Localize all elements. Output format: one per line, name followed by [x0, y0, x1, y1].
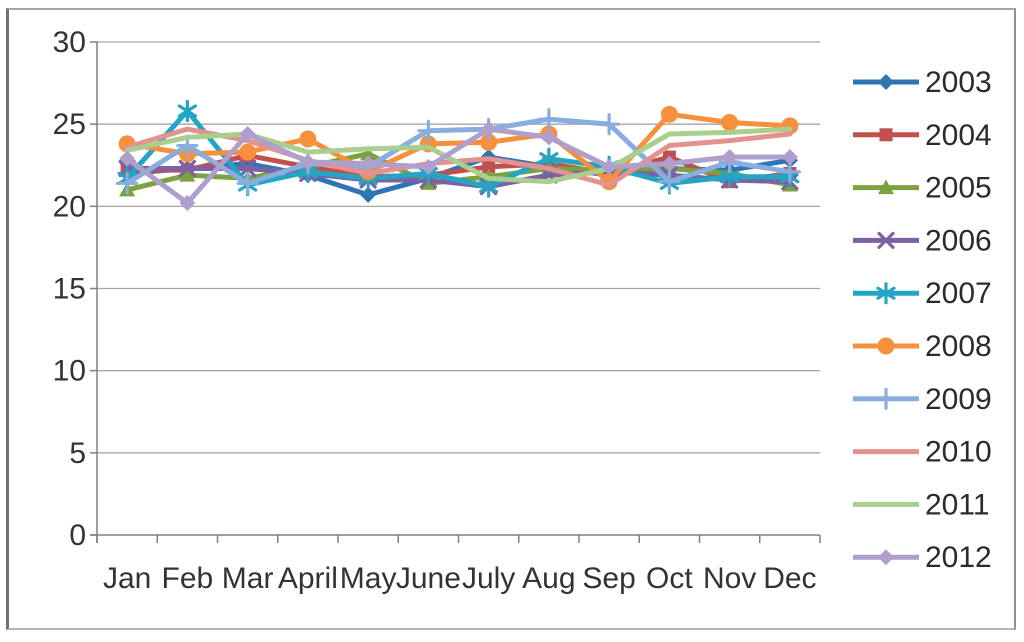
y-tick-label: 15 [53, 273, 86, 306]
x-tick-label-sep: Sep [582, 562, 635, 595]
legend-item-2006: 2006 [925, 224, 992, 257]
series-marker-2007 [720, 170, 740, 184]
series-marker-2012 [299, 153, 316, 170]
series-marker-2007 [479, 180, 499, 194]
legend-marker-2003 [878, 74, 894, 90]
x-tick-label-june: June [396, 562, 461, 595]
series-marker-2008 [660, 105, 678, 123]
legend-item-2010: 2010 [925, 436, 992, 469]
x-tick-label-mar: Mar [222, 562, 274, 595]
legend-item-2012: 2012 [925, 541, 992, 574]
y-tick-label: 10 [53, 355, 86, 388]
legend-item-2005: 2005 [925, 172, 992, 205]
legend-marker-2006 [877, 231, 895, 249]
y-tick-label: 25 [53, 108, 86, 141]
series-line-2011 [124, 126, 793, 185]
legend-item-2008: 2008 [925, 330, 992, 363]
series-line-2009 [124, 116, 793, 186]
legend-item-2003: 2003 [925, 66, 992, 99]
x-tick-label-may: May [340, 562, 397, 595]
legend-marker-2007 [876, 286, 896, 300]
series-marker-2012 [721, 149, 738, 166]
series-marker-2004 [482, 160, 496, 174]
series-marker-2003 [360, 186, 377, 203]
legend-marker-2004 [879, 128, 893, 142]
legend-item-2007: 2007 [925, 277, 992, 310]
series-marker-2007 [177, 104, 197, 118]
legend-marker-2005 [878, 179, 894, 195]
series-marker-2012 [420, 158, 437, 175]
series-marker-2008 [480, 133, 498, 151]
x-tick-label-dec: Dec [763, 562, 816, 595]
legend-item-2009: 2009 [925, 383, 992, 416]
series-marker-2008 [299, 130, 317, 148]
chart-border [6, 8, 1016, 630]
series-marker-2012 [540, 129, 557, 146]
series-marker-2006 [178, 159, 196, 178]
x-tick-label-nov: Nov [703, 562, 756, 595]
legend-item-2011: 2011 [925, 488, 990, 521]
series-line-2012 [124, 126, 793, 206]
legend-marker-2008 [877, 337, 895, 355]
legend-item-2004: 2004 [925, 119, 992, 152]
series-marker-2012 [480, 121, 497, 138]
series-marker-2012 [781, 149, 798, 166]
x-tick-label-oct: Oct [646, 562, 693, 595]
series-marker-2005 [360, 145, 377, 161]
series-marker-2008 [721, 114, 739, 132]
series-marker-2012 [239, 126, 256, 143]
series-marker-2012 [601, 158, 618, 175]
series-marker-2012 [179, 195, 196, 212]
series-marker-2006 [239, 159, 257, 178]
x-tick-label-aug: Aug [522, 562, 575, 595]
y-tick-label: 0 [69, 519, 86, 552]
legend-marker-2012 [878, 549, 894, 566]
series-marker-2005 [179, 167, 196, 182]
series-marker-2012 [360, 155, 377, 172]
y-tick-label: 5 [69, 437, 86, 470]
x-tick-label-feb: Feb [162, 562, 214, 595]
series-marker-2012 [661, 155, 678, 172]
x-tick-label-july: July [462, 562, 515, 595]
y-tick-label: 30 [53, 26, 86, 59]
x-tick-label-april: April [278, 562, 338, 595]
series-marker-2012 [119, 150, 136, 167]
y-tick-label: 20 [53, 190, 86, 223]
series-marker-2007 [539, 152, 559, 166]
series-marker-2008 [239, 143, 257, 161]
series-line-2008 [124, 111, 793, 185]
x-tick-label-jan: Jan [103, 562, 151, 595]
